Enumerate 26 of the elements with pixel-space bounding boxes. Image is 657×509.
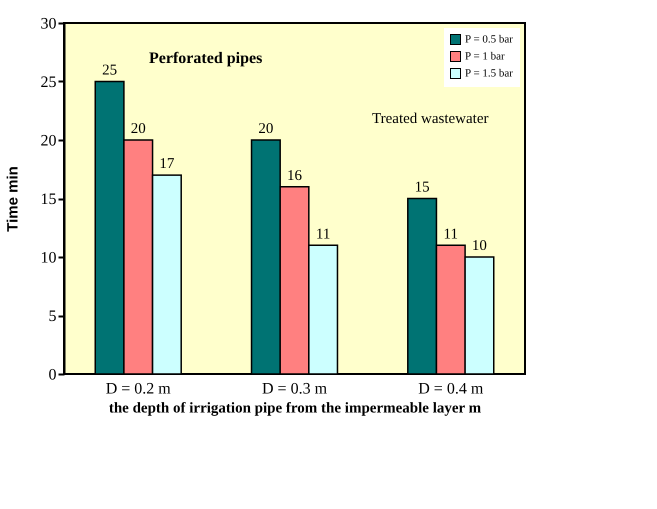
y-tick-label: 25 xyxy=(40,74,56,91)
data-label: 11 xyxy=(444,226,458,242)
y-axis-title: Time min xyxy=(4,166,22,232)
data-label: 16 xyxy=(287,168,302,184)
y-tick-label: 30 xyxy=(40,16,56,32)
data-label: 25 xyxy=(102,62,118,78)
data-label: 10 xyxy=(472,238,487,254)
data-label: 15 xyxy=(414,180,430,196)
data-label: 17 xyxy=(159,156,175,172)
x-tick-label: D = 0.2 m xyxy=(106,380,172,398)
y-tick-label: 5 xyxy=(48,308,56,325)
x-tick-label: D = 0.3 m xyxy=(262,380,328,398)
legend-label: P = 1 bar xyxy=(465,50,506,62)
data-label: 11 xyxy=(316,226,330,242)
legend-label: P = 0.5 bar xyxy=(465,34,514,46)
text: Perforated pipes xyxy=(149,50,262,67)
legend-label: P = 1.5 bar xyxy=(465,68,514,80)
y-tick-label: 20 xyxy=(40,132,56,150)
y-tick-label: 15 xyxy=(40,191,56,208)
x-axis-title: the depth of irrigation pipe from the impermeable layer m xyxy=(108,400,482,416)
y-tick-label: 10 xyxy=(40,250,56,266)
data-label: 20 xyxy=(258,121,274,137)
data-label: 20 xyxy=(130,121,146,137)
x-tick-label: D = 0.4 m xyxy=(418,380,484,398)
annotation: Treated wastewater xyxy=(372,111,488,127)
y-tick-label: 0 xyxy=(48,366,56,384)
